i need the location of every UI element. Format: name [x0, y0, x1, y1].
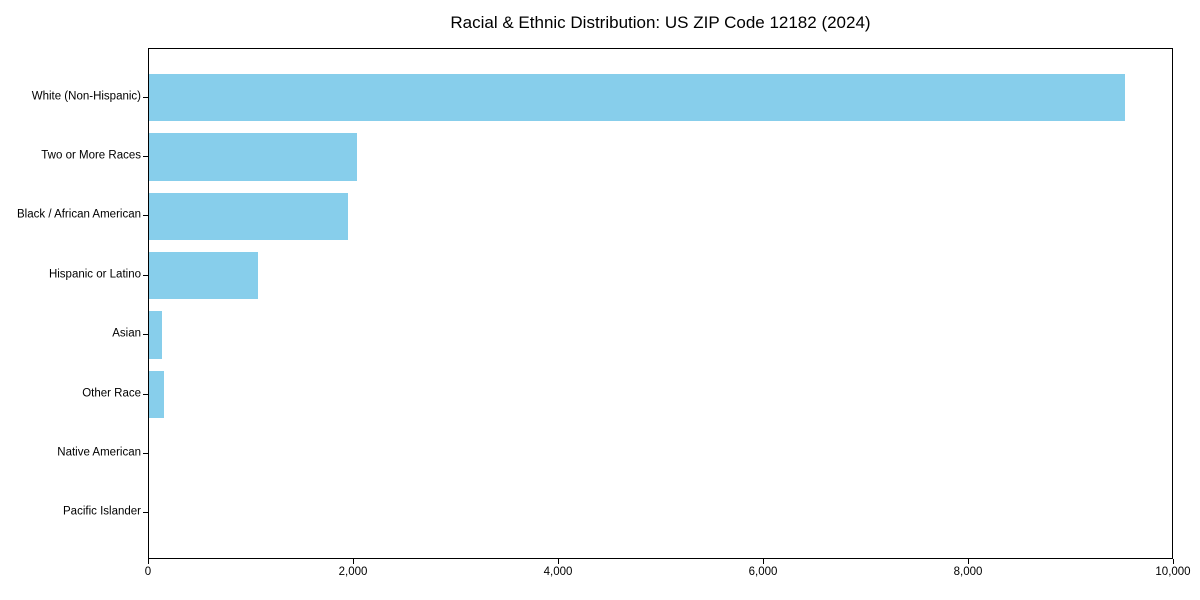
plot-area	[148, 48, 1173, 559]
x-axis-tick-label: 8,000	[953, 566, 983, 578]
x-axis-tick	[763, 559, 764, 564]
y-axis-tick	[143, 155, 148, 157]
y-axis-category-label: Pacific Islander	[63, 505, 141, 518]
x-axis-tick	[968, 559, 969, 564]
bar	[149, 192, 348, 241]
y-axis-category-label: Two or More Races	[41, 149, 141, 162]
x-axis-tick-label: 4,000	[543, 566, 573, 578]
y-axis-category-label: Black / African American	[17, 208, 141, 221]
y-axis-tick	[143, 215, 148, 217]
y-axis-category-label: Asian	[112, 327, 141, 340]
y-axis-tick	[143, 393, 148, 395]
bar	[149, 311, 163, 359]
y-axis-category-label: Other Race	[82, 387, 141, 399]
x-axis-tick	[558, 559, 559, 564]
x-axis-tick-label: 6,000	[748, 566, 778, 578]
chart-title: Racial & Ethnic Distribution: US ZIP Cod…	[450, 13, 871, 32]
y-axis-tick	[143, 274, 148, 276]
y-axis-tick	[143, 512, 148, 514]
y-axis-category-label: Native American	[57, 446, 141, 459]
bar	[149, 73, 1126, 122]
x-axis-tick-label: 2,000	[338, 566, 368, 578]
bar	[149, 370, 164, 419]
y-axis-category-label: White (Non-Hispanic)	[31, 90, 141, 102]
x-axis-tick	[148, 559, 149, 564]
x-axis-tick-label: 10,000	[1155, 566, 1191, 578]
x-axis-tick-label: 0	[144, 566, 152, 578]
bar	[149, 133, 357, 181]
x-axis-tick	[353, 559, 354, 564]
y-axis-tick	[143, 452, 148, 454]
y-axis-tick	[143, 334, 148, 336]
x-axis-tick	[1173, 559, 1174, 564]
y-axis-tick	[143, 96, 148, 98]
bar	[149, 251, 258, 300]
y-axis-category-label: Hispanic or Latino	[48, 268, 141, 281]
